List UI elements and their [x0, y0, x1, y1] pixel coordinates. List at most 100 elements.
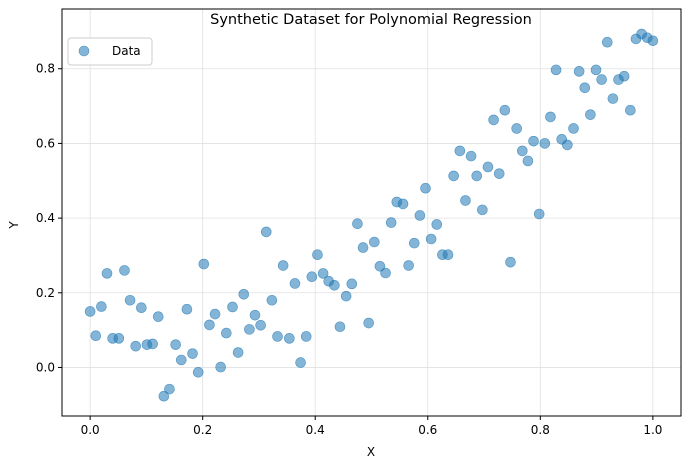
data-point: [465, 150, 477, 162]
data-point: [170, 339, 181, 350]
data-point: [568, 123, 579, 134]
data-point: [499, 104, 511, 116]
data-point: [164, 383, 175, 395]
data-point: [522, 155, 534, 167]
y-tick-label: 0.2: [36, 286, 55, 300]
data-point: [96, 301, 107, 312]
data-point: [488, 114, 499, 126]
data-point: [505, 256, 516, 268]
data-point: [425, 233, 437, 245]
data-point: [272, 331, 283, 342]
data-point: [590, 64, 602, 76]
data-point: [369, 236, 380, 248]
data-point: [289, 278, 301, 289]
x-tick-label: 0.8: [531, 423, 550, 437]
data-point: [232, 347, 244, 358]
data-point: [380, 267, 391, 279]
data-point: [533, 208, 545, 220]
data-point: [517, 145, 528, 157]
data-point: [192, 367, 204, 378]
data-point: [420, 182, 431, 194]
data-point: [550, 64, 562, 76]
data-point: [198, 258, 210, 270]
data-point: [266, 294, 278, 306]
data-point: [493, 168, 505, 179]
data-point: [249, 309, 261, 321]
data-point: [101, 268, 113, 279]
y-axis-label: Y: [7, 221, 21, 230]
data-point: [84, 306, 96, 317]
data-point: [260, 226, 272, 238]
data-point: [482, 161, 494, 173]
chart-title: Synthetic Dataset for Polynomial Regress…: [210, 12, 532, 28]
data-point: [625, 104, 636, 116]
data-point: [585, 109, 596, 120]
data-point: [579, 82, 591, 94]
data-point: [357, 242, 369, 253]
data-point: [539, 138, 551, 149]
data-point: [545, 111, 556, 123]
data-point: [312, 249, 323, 260]
data-point: [431, 219, 443, 230]
x-tick-label: 0.0: [81, 423, 100, 437]
data-point: [528, 135, 539, 147]
legend-box: [67, 37, 153, 66]
data-point: [244, 324, 255, 335]
x-axis-label: X: [367, 445, 375, 459]
data-point: [221, 327, 232, 339]
data-point: [158, 390, 170, 402]
x-tick-label: 0.6: [418, 423, 437, 437]
data-point: [601, 36, 613, 48]
data-point: [147, 338, 158, 350]
data-point: [346, 278, 358, 290]
data-point: [306, 271, 318, 283]
legend: Data: [67, 37, 153, 66]
y-tick-label: 0.4: [36, 211, 55, 225]
data-point: [295, 357, 306, 368]
data-point: [317, 268, 329, 279]
data-point: [238, 288, 250, 300]
data-point: [329, 280, 340, 291]
data-point: [460, 195, 471, 206]
x-tick-label: 0.2: [193, 423, 212, 437]
data-point: [340, 290, 352, 302]
data-point: [448, 170, 459, 182]
data-point: [454, 145, 466, 157]
data-point: [385, 217, 397, 228]
data-point: [187, 348, 198, 359]
data-point: [209, 308, 221, 320]
data-point: [124, 294, 136, 306]
data-point: [277, 260, 289, 271]
x-axis-ticks: 0.0 0.2 0.4 0.6 0.8 1.0: [81, 416, 662, 437]
data-point: [403, 260, 414, 271]
data-point: [130, 340, 142, 352]
data-point: [181, 303, 193, 315]
data-point: [596, 74, 607, 85]
data-point: [215, 361, 226, 373]
data-point: [136, 302, 147, 314]
data-point: [300, 331, 312, 342]
data-point: [408, 237, 420, 249]
data-point: [175, 354, 187, 366]
data-point: [511, 123, 522, 134]
data-point: [647, 35, 659, 47]
data-point: [352, 218, 363, 230]
y-tick-label: 0.8: [36, 62, 55, 76]
data-point: [152, 311, 164, 322]
plot-frame: [61, 8, 682, 417]
x-tick-label: 0.4: [306, 423, 325, 437]
data-point: [562, 139, 573, 151]
y-axis-ticks: 0.0 0.2 0.4 0.6 0.8: [36, 62, 62, 374]
data-point: [573, 66, 585, 77]
data-point: [255, 319, 266, 331]
legend-marker: [78, 45, 90, 57]
data-point: [477, 204, 488, 216]
data-point: [113, 333, 125, 344]
data-point: [471, 170, 483, 182]
y-tick-label: 0.0: [36, 360, 55, 374]
data-point: [334, 321, 346, 333]
data-point: [90, 330, 102, 342]
data-points: [84, 28, 659, 402]
data-point: [397, 198, 409, 210]
